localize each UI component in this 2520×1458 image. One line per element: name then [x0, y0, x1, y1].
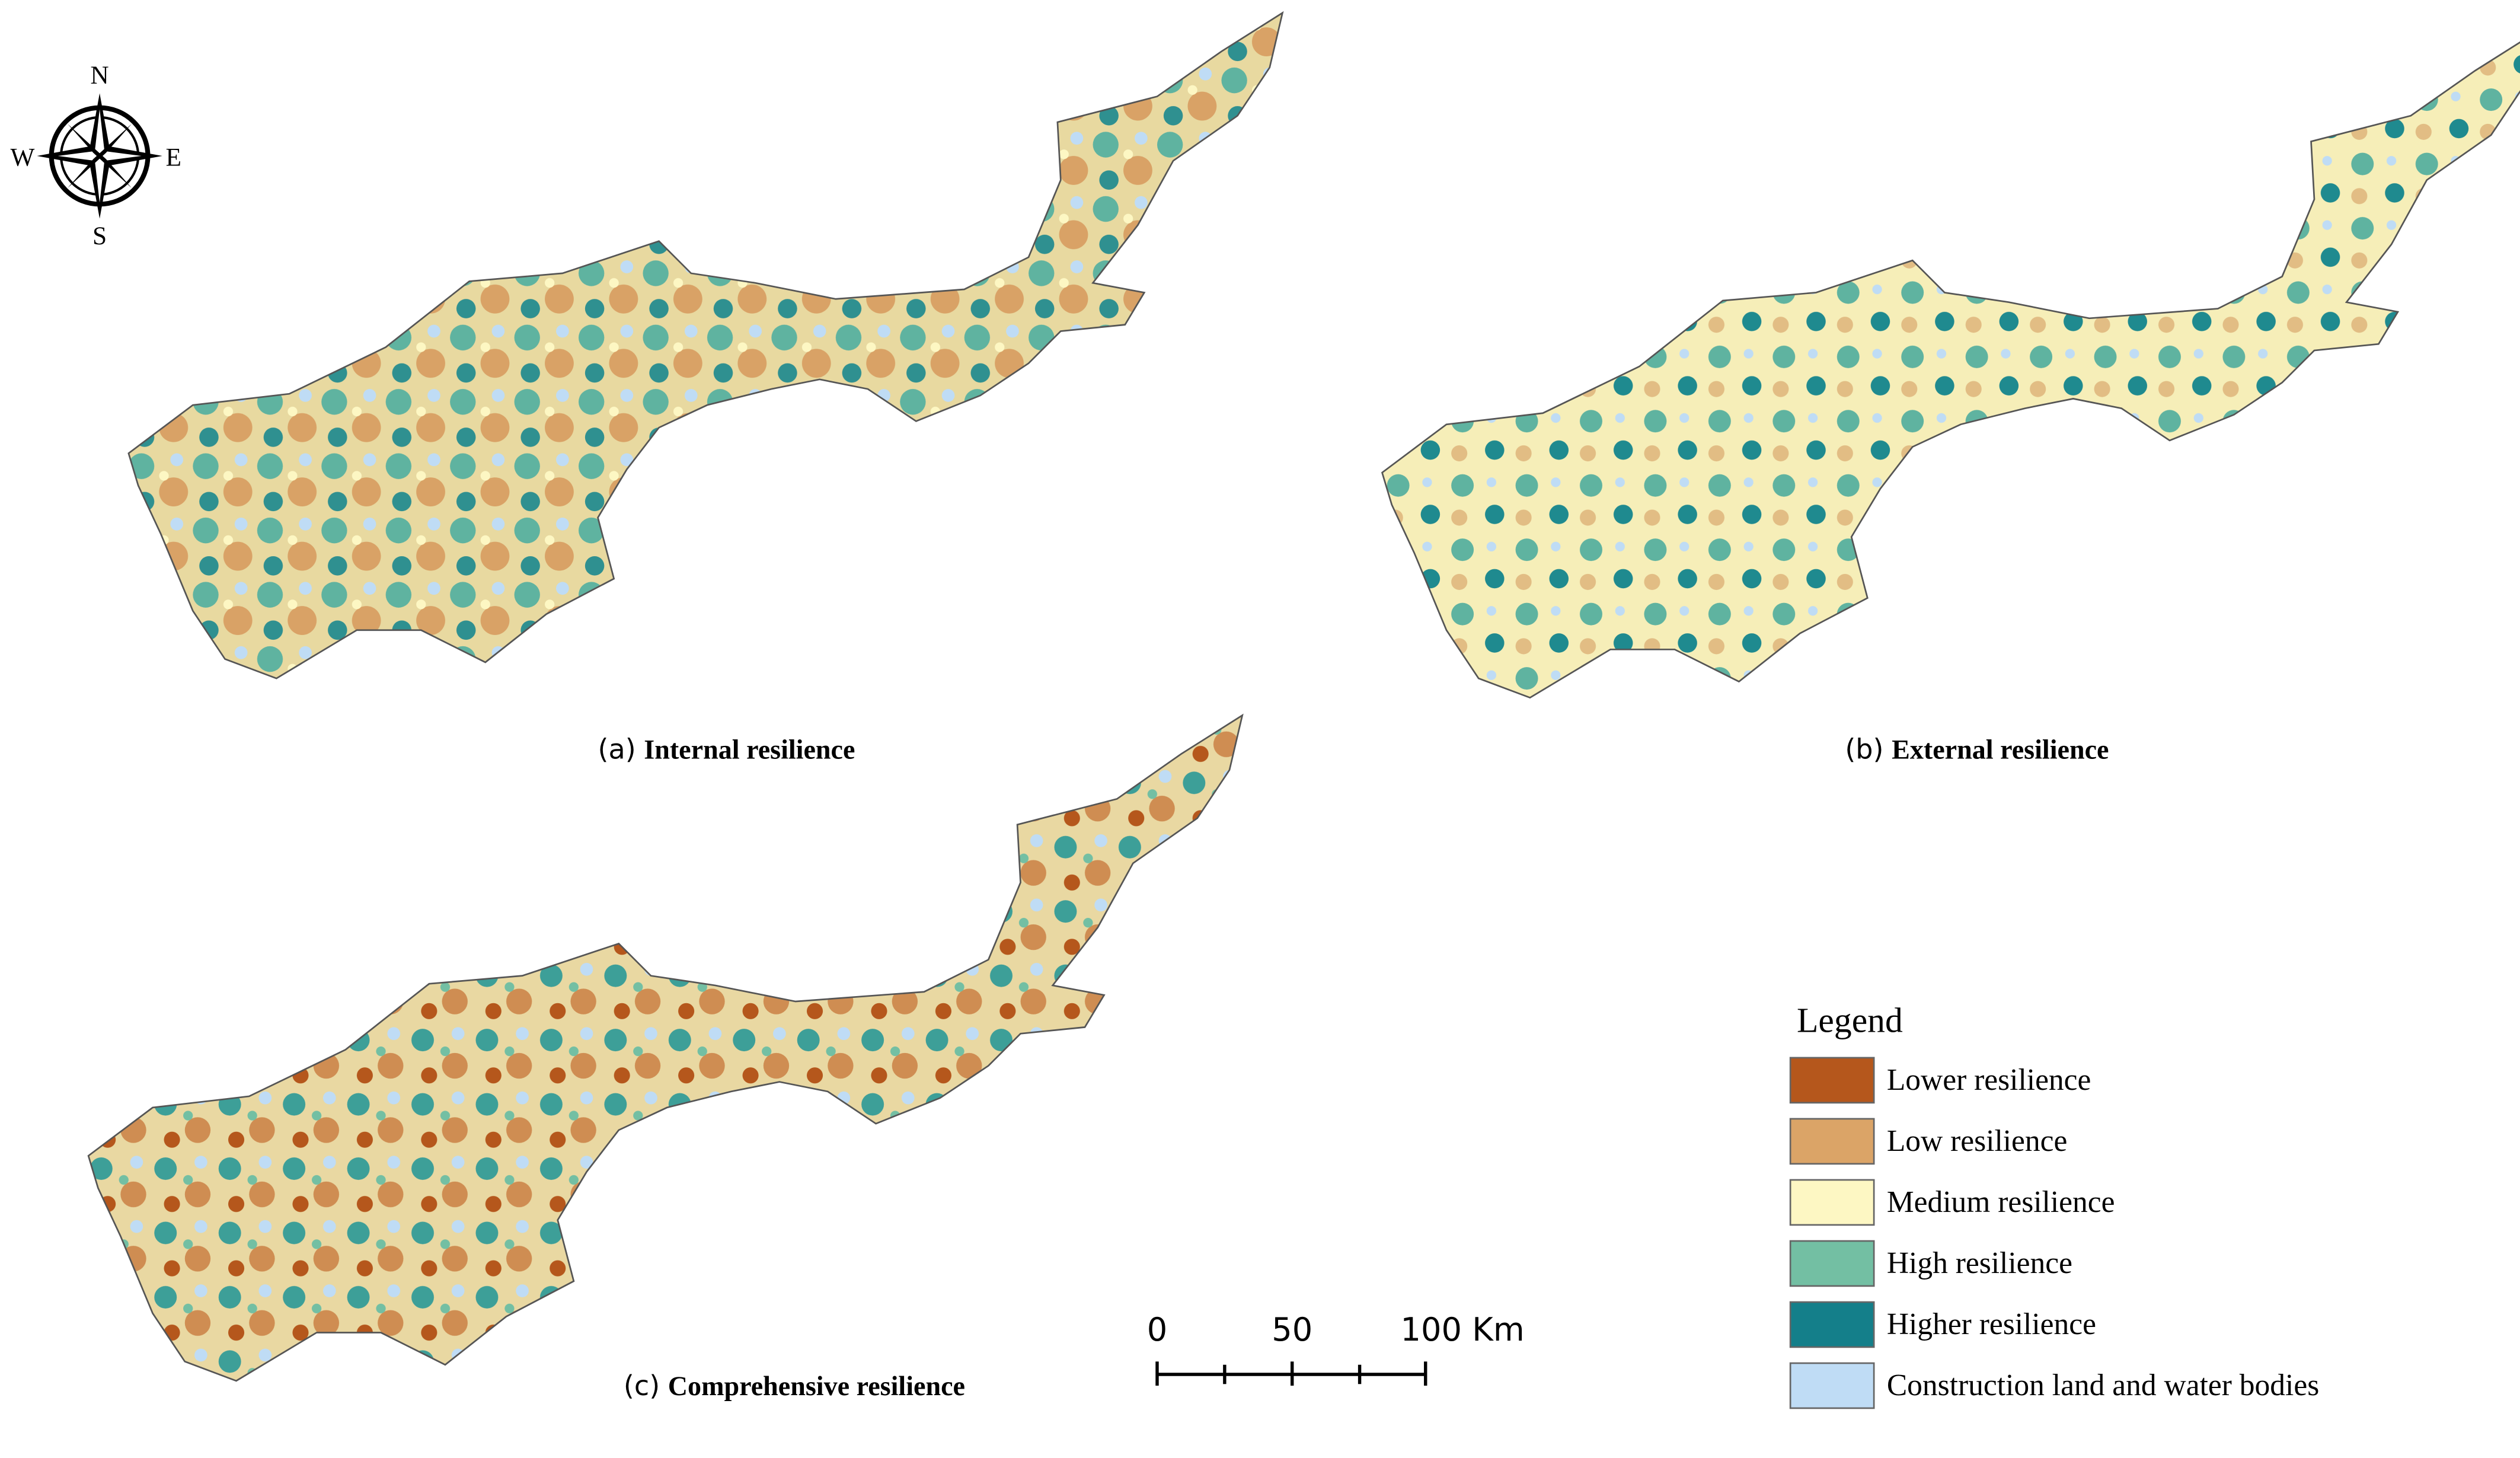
- legend-label: Construction land and water bodies: [1887, 1368, 2319, 1402]
- caption-title: Comprehensive resilience: [668, 1371, 965, 1401]
- compass-north: N: [90, 61, 108, 90]
- legend-label: High resilience: [1887, 1246, 2072, 1280]
- legend-label: Low resilience: [1887, 1124, 2068, 1158]
- legend-swatch: [1789, 1057, 1875, 1104]
- compass-west: W: [10, 143, 34, 171]
- legend-swatch: [1789, 1118, 1875, 1165]
- scale-label: 100 Km: [1401, 1311, 1525, 1348]
- caption-title: External resilience: [1892, 735, 2109, 765]
- legend-label: Lower resilience: [1887, 1063, 2091, 1097]
- legend-swatch: [1789, 1179, 1875, 1226]
- compass: N S W E: [10, 61, 181, 250]
- legend-swatch: [1789, 1301, 1875, 1348]
- legend-title: Legend: [1797, 1001, 1903, 1040]
- compass-south: S: [92, 222, 107, 250]
- legend: Legend Lower resilience Low resilience Med…: [1789, 1001, 2319, 1409]
- legend-label: Medium resilience: [1887, 1185, 2115, 1219]
- caption-c: (c) Comprehensive resilience: [624, 1370, 965, 1402]
- caption-a: (a) Internal resilience: [598, 733, 855, 765]
- caption-b: (b) External resilience: [1845, 733, 2109, 765]
- scale-bar: [1155, 1361, 1427, 1386]
- caption-label: (a): [598, 733, 636, 765]
- map-panel-c: [87, 714, 1244, 1382]
- compass-east: E: [166, 143, 182, 171]
- legend-label: Higher resilience: [1887, 1307, 2096, 1341]
- legend-swatch: [1789, 1240, 1875, 1287]
- caption-label: (c): [624, 1370, 660, 1402]
- map-panel-a: [127, 12, 1283, 679]
- map-panel-b: [1381, 31, 2520, 698]
- caption-title: Internal resilience: [644, 735, 855, 765]
- scale-label: 0: [1147, 1311, 1167, 1348]
- scale-label: 50: [1272, 1311, 1312, 1348]
- legend-swatch: [1789, 1362, 1875, 1409]
- caption-label: (b): [1845, 733, 1883, 765]
